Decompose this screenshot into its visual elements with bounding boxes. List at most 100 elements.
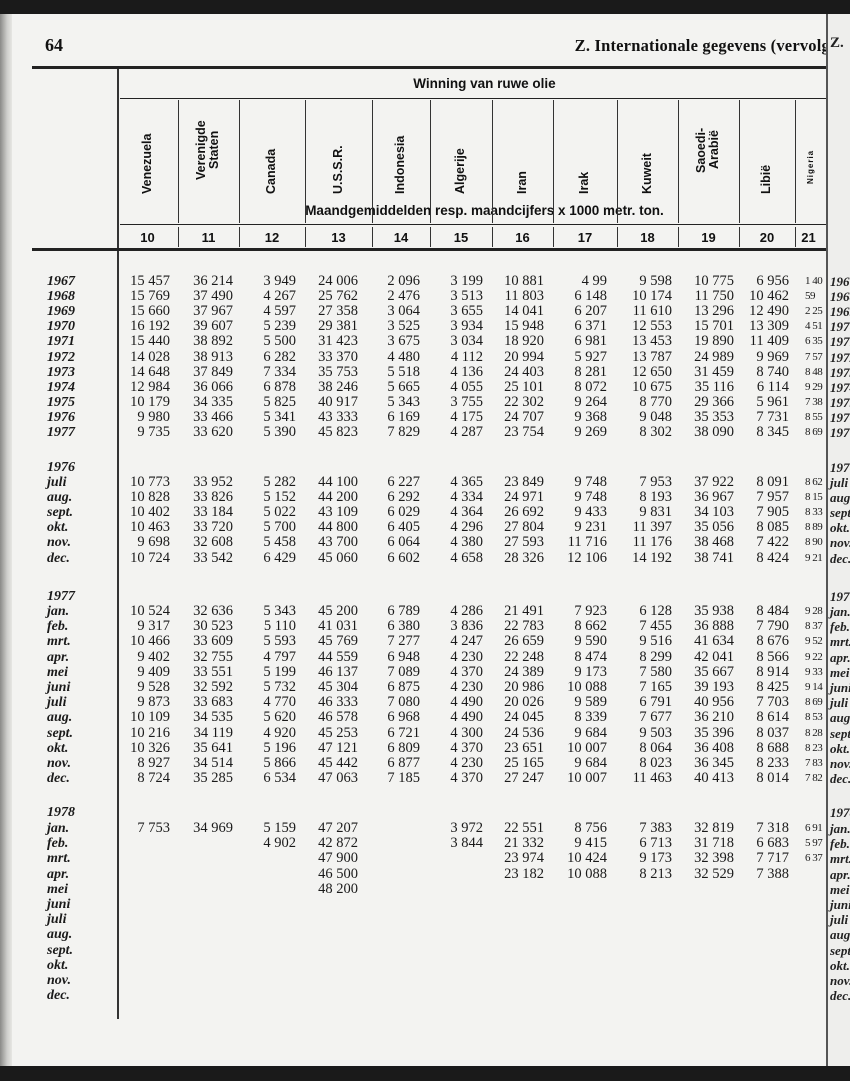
column-header-nigeria: Nigeria: [804, 124, 818, 184]
table-cell: 10 216: [130, 724, 170, 741]
column-number-divider: [739, 227, 740, 247]
column-number: 17: [577, 230, 593, 245]
table-cell: 21 491: [504, 603, 544, 619]
table-cell: 25 165: [504, 755, 544, 771]
table-cell: 14 192: [632, 549, 672, 566]
row-label: dec.: [47, 550, 70, 566]
column-header-line: Staten: [206, 130, 221, 170]
table-cell: 6 380: [387, 618, 420, 635]
table-cell: 8 425: [756, 679, 789, 695]
table-cell: 7 388: [756, 865, 789, 882]
row-label: dec.: [47, 988, 70, 1004]
table-cell: 10 462: [749, 288, 789, 305]
table-cell: 9 048: [639, 408, 672, 425]
table-cell: 34 535: [193, 709, 233, 726]
column-divider: [239, 100, 240, 223]
table-cell: 6 405: [387, 519, 420, 536]
table-cell: 4 658: [450, 549, 483, 566]
table-cell: 8 014: [756, 770, 789, 787]
row-label: aug.: [47, 710, 73, 726]
table-cell: 10 828: [130, 489, 170, 506]
table-cell: 25 762: [318, 288, 358, 305]
table-cell: 6 91: [805, 822, 823, 834]
table-cell: 2 096: [387, 273, 420, 289]
row-label: jan.: [47, 604, 70, 619]
column-number-divider: [678, 227, 679, 247]
table-cell: 8 756: [574, 820, 607, 836]
table-cell: 41 634: [694, 633, 734, 650]
table-cell: 9 433: [574, 504, 607, 521]
column-header-kuweit: Kuweit: [640, 106, 655, 194]
row-label: 1973: [47, 364, 75, 380]
section-year: 1977: [47, 589, 75, 604]
row-label: aug.: [47, 927, 73, 943]
table-cell: 9 173: [574, 663, 607, 680]
table-cell: 11 803: [504, 288, 544, 305]
table-cell: 39 193: [694, 679, 734, 695]
table-cell: 22 551: [504, 820, 544, 836]
table-cell: 35 116: [694, 378, 734, 395]
next-page-row-label: jan.: [830, 604, 850, 619]
table-cell: 4 334: [450, 489, 483, 506]
table-cell: 9 402: [137, 648, 170, 665]
next-page-row-label: sept.: [830, 505, 850, 521]
table-cell: 44 200: [318, 489, 358, 506]
next-page-year: 1978: [830, 805, 850, 820]
column-header-line: Indonesia: [393, 135, 407, 194]
table-cell: 4 364: [450, 504, 483, 521]
column-header-line: Saoedi-: [693, 127, 708, 173]
next-page-row-label: aug.: [830, 490, 850, 506]
next-page-row-label: juli: [830, 475, 849, 490]
table-cell: 36 888: [694, 618, 734, 635]
next-page-row-label: 1975: [830, 394, 850, 410]
next-page-row-label: feb.: [830, 619, 850, 635]
table-cell: 7 957: [756, 489, 789, 506]
table-cell: 34 514: [193, 755, 233, 771]
table-cell: 31 718: [694, 835, 734, 852]
table-cell: 8 299: [639, 648, 672, 665]
table-cell: 11 610: [632, 303, 672, 320]
table-cell: 33 952: [193, 474, 233, 490]
table-cell: 6 956: [756, 273, 789, 289]
page-number: 64: [45, 35, 63, 55]
row-label: 1968: [47, 289, 75, 305]
row-label: juni: [47, 897, 71, 912]
table-cell: 31 423: [318, 333, 358, 350]
table-cell: 5 593: [263, 633, 296, 650]
table-cell: 27 247: [504, 770, 544, 787]
section-year: 1978: [47, 805, 75, 820]
table-cell: 36 345: [694, 755, 734, 771]
table-cell: 6 371: [574, 318, 607, 335]
table-cell: 6 981: [574, 333, 607, 350]
next-page-row-label: 1969: [830, 304, 850, 320]
table-cell: 5 159: [263, 820, 296, 836]
table-cell: 36 408: [694, 739, 734, 756]
table-cell: 2 476: [387, 288, 420, 305]
column-number-divider: [372, 227, 373, 247]
table-cell: 35 285: [193, 770, 233, 787]
table-cell: 8 55: [805, 410, 823, 423]
table-cell: 16 192: [130, 318, 170, 335]
table-cell: 40 413: [694, 770, 734, 787]
table-cell: 7 953: [639, 474, 672, 490]
next-page-row-label: nov.: [830, 535, 850, 551]
table-cell: 13 453: [632, 333, 672, 350]
table-cell: 9 684: [574, 755, 607, 771]
table-cell: 3 199: [450, 273, 483, 289]
next-page-row-label: 1967: [830, 274, 850, 289]
table-cell: 32 819: [694, 820, 734, 836]
column-header-line: Venezuela: [139, 133, 154, 194]
table-cell: 11 397: [632, 519, 672, 536]
column-header-line: Nigeria: [805, 149, 815, 184]
column-header-iran: Iran: [515, 106, 530, 194]
table-cell: 5 732: [263, 679, 296, 695]
table-cell: 41 031: [318, 618, 358, 635]
table-cell: 33 609: [193, 633, 233, 650]
table-cell: 9 528: [137, 679, 170, 695]
table-cell: 12 984: [130, 378, 170, 395]
table-cell: 35 667: [694, 663, 734, 680]
table-cell: 7 318: [756, 820, 789, 836]
next-page-row-label: okt.: [830, 740, 850, 756]
table-cell: 11 716: [567, 534, 607, 551]
table-cell: 7 185: [387, 770, 420, 787]
